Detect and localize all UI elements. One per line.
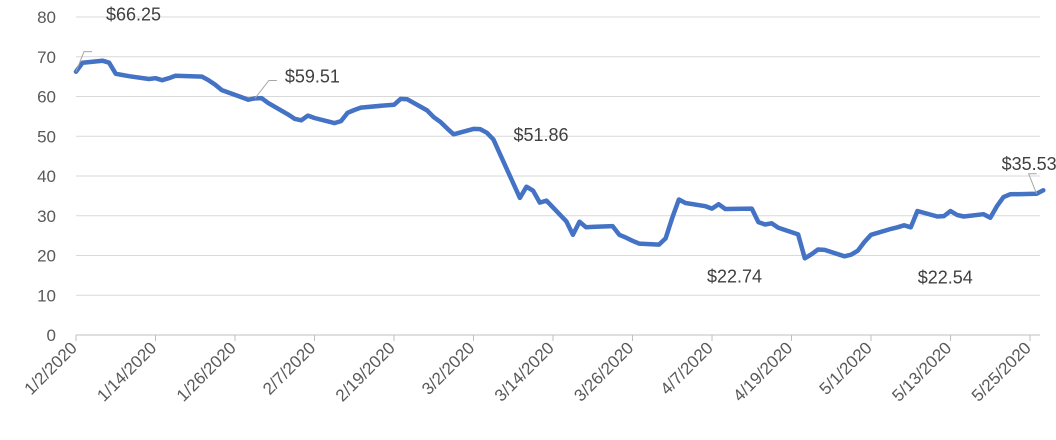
series-layer bbox=[73, 58, 1046, 261]
y-tick-label: 20 bbox=[37, 247, 56, 266]
x-axis: 1/2/2020 1/14/2020 1/26/2020 2/7/2020 2/19/2… bbox=[21, 335, 1035, 405]
x-tick-label: 5/1/2020 bbox=[816, 338, 876, 398]
data-label: $59.51 bbox=[285, 66, 340, 86]
x-tick-label: 3/2/2020 bbox=[418, 338, 478, 398]
y-tick-label: 60 bbox=[37, 88, 56, 107]
y-tick-label: 40 bbox=[37, 167, 56, 186]
x-tick-label: 2/19/2020 bbox=[332, 338, 399, 405]
annotation-leader bbox=[254, 79, 277, 99]
x-tick-label: 5/13/2020 bbox=[888, 338, 955, 405]
x-tick-label: 1/26/2020 bbox=[173, 338, 240, 405]
price-line bbox=[73, 58, 1046, 261]
y-tick-label: 0 bbox=[47, 326, 56, 345]
x-tick-label: 3/14/2020 bbox=[491, 338, 558, 405]
x-tick-label: 1/14/2020 bbox=[93, 338, 160, 405]
x-tick-label: 3/26/2020 bbox=[570, 338, 637, 405]
data-label: $51.86 bbox=[514, 125, 569, 145]
y-tick-label: 70 bbox=[37, 48, 56, 67]
annotation-leader bbox=[75, 51, 92, 72]
y-tick-label: 30 bbox=[37, 207, 56, 226]
y-tick-label: 80 bbox=[37, 8, 56, 27]
x-tick-label: 1/2/2020 bbox=[21, 338, 81, 398]
annotations: $66.25 $59.51 $51.86 $22.74 $22.54 $35.53 bbox=[75, 5, 1056, 287]
x-tick-label: 2/7/2020 bbox=[259, 338, 319, 398]
data-label: $66.25 bbox=[106, 5, 161, 25]
gridlines bbox=[76, 16, 1040, 336]
x-tick-label: 4/19/2020 bbox=[729, 338, 796, 405]
data-label: $22.74 bbox=[707, 267, 762, 287]
x-tick-label: 5/25/2020 bbox=[968, 338, 1035, 405]
y-axis: 0 10 20 30 40 50 60 70 80 bbox=[37, 8, 56, 345]
x-tick-label: 4/7/2020 bbox=[657, 338, 717, 398]
y-tick-label: 50 bbox=[37, 127, 56, 146]
data-label: $35.53 bbox=[1002, 154, 1056, 174]
y-tick-label: 10 bbox=[37, 286, 56, 305]
annotation-leader bbox=[1027, 173, 1038, 194]
data-label: $22.54 bbox=[918, 267, 973, 287]
